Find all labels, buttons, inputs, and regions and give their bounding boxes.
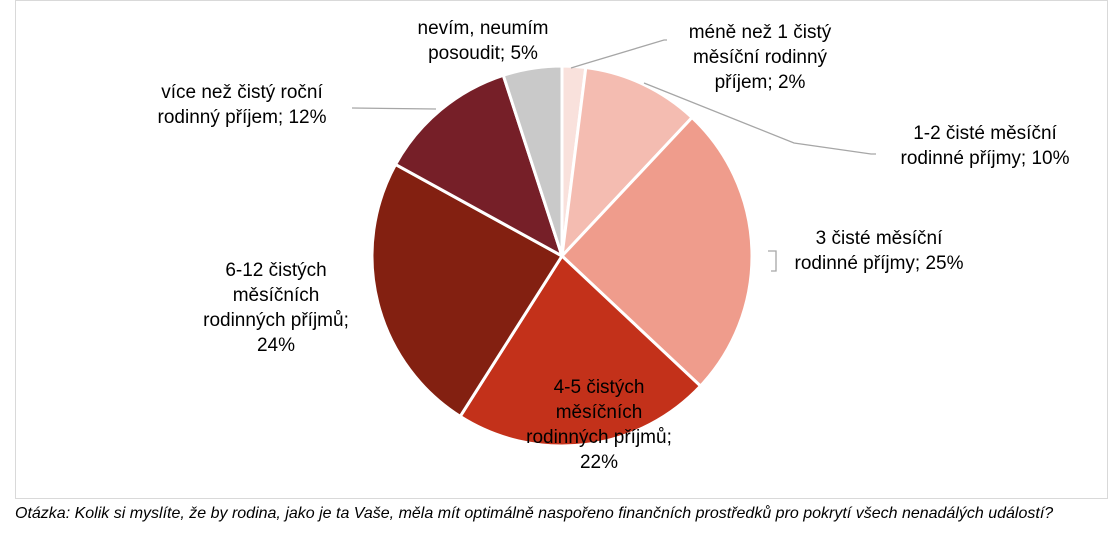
slice-label-line: rodinné příjmy; 10%	[901, 148, 1070, 169]
leader-line-3	[768, 250, 777, 272]
slice-label-6: více než čistý roční rodinný příjem; 12%	[158, 82, 327, 128]
slice-label-line: měsíčních	[233, 285, 320, 306]
slice-label-line: rodinné příjmy; 25%	[795, 253, 964, 274]
chart-area: méně než 1 čistý měsíční rodinný příjem; 2…	[15, 0, 1108, 499]
pie-slice-5	[370, 162, 564, 418]
pie-chart: méně než 1 čistý měsíční rodinný příjem; 2…	[158, 18, 1070, 473]
slice-label-2: 1-2 čisté měsíční rodinné příjmy; 10%	[901, 123, 1070, 169]
pie-slice-4	[458, 254, 702, 448]
slice-label-line: 1-2 čisté měsíční	[913, 123, 1057, 144]
slice-label-line: 22%	[580, 452, 618, 473]
slice-label-3: 3 čisté měsíční rodinné příjmy; 25%	[795, 228, 964, 274]
slice-label-7: nevím, neumím posoudit; 5%	[418, 18, 549, 64]
slice-label-line: rodinných příjmů;	[203, 310, 349, 331]
pie-slice-2	[560, 66, 694, 258]
slice-label-line: méně než 1 čistý	[689, 22, 832, 43]
leader-line-2	[643, 82, 876, 155]
slice-label-line: rodinný příjem; 12%	[158, 107, 327, 128]
slice-label-line: 6-12 čistých	[225, 260, 326, 281]
slice-label-line: rodinných příjmů;	[526, 427, 672, 448]
pie-slice-7	[501, 64, 564, 258]
slice-label-1: méně než 1 čistý měsíční rodinný příjem; 2…	[689, 22, 832, 93]
slice-label-4: 4-5 čistých měsíčních rodinných příjmů; 22%	[526, 377, 672, 473]
slice-label-line: posoudit; 5%	[428, 43, 538, 64]
slice-label-line: 4-5 čistých	[554, 377, 645, 398]
leader-line-1	[570, 39, 667, 69]
slice-label-line: více než čistý roční	[161, 82, 323, 103]
slice-label-line: měsíční rodinný	[693, 47, 828, 68]
leader-line-6	[351, 107, 437, 110]
pie-slice-6	[394, 73, 564, 258]
question-note: Otázka: Kolik si myslíte, že by rodina, …	[15, 505, 1054, 522]
slice-label-line: nevím, neumím	[418, 18, 549, 39]
slice-label-line: 3 čisté měsíční	[816, 228, 943, 249]
slice-label-line: příjem; 2%	[715, 72, 806, 93]
slice-label-line: 24%	[257, 335, 295, 356]
slice-label-line: měsíčních	[556, 402, 643, 423]
pie-slice-3	[560, 116, 754, 388]
slice-label-5: 6-12 čistých měsíčních rodinných příjmů; 24…	[203, 260, 349, 356]
